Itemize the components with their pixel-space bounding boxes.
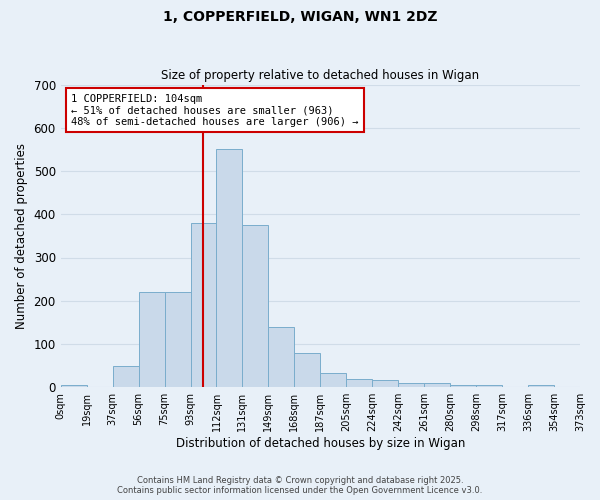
Bar bbox=[320, 373, 346, 387]
Bar bbox=[424, 383, 450, 387]
Bar bbox=[61, 385, 86, 387]
Bar bbox=[295, 354, 320, 387]
Bar bbox=[398, 383, 424, 387]
Bar bbox=[242, 225, 268, 387]
Bar bbox=[113, 366, 139, 387]
Text: 1 COPPERFIELD: 104sqm
← 51% of detached houses are smaller (963)
48% of semi-det: 1 COPPERFIELD: 104sqm ← 51% of detached … bbox=[71, 94, 359, 127]
Title: Size of property relative to detached houses in Wigan: Size of property relative to detached ho… bbox=[161, 69, 479, 82]
Bar bbox=[191, 223, 217, 387]
Text: Contains HM Land Registry data © Crown copyright and database right 2025.
Contai: Contains HM Land Registry data © Crown c… bbox=[118, 476, 482, 495]
Bar bbox=[268, 326, 295, 387]
Bar bbox=[164, 292, 191, 387]
Bar bbox=[346, 378, 372, 387]
Y-axis label: Number of detached properties: Number of detached properties bbox=[15, 143, 28, 329]
Bar bbox=[217, 150, 242, 387]
Bar bbox=[528, 385, 554, 387]
Bar bbox=[139, 292, 164, 387]
X-axis label: Distribution of detached houses by size in Wigan: Distribution of detached houses by size … bbox=[176, 437, 465, 450]
Text: 1, COPPERFIELD, WIGAN, WN1 2DZ: 1, COPPERFIELD, WIGAN, WN1 2DZ bbox=[163, 10, 437, 24]
Bar bbox=[476, 385, 502, 387]
Bar bbox=[372, 380, 398, 387]
Bar bbox=[450, 385, 476, 387]
